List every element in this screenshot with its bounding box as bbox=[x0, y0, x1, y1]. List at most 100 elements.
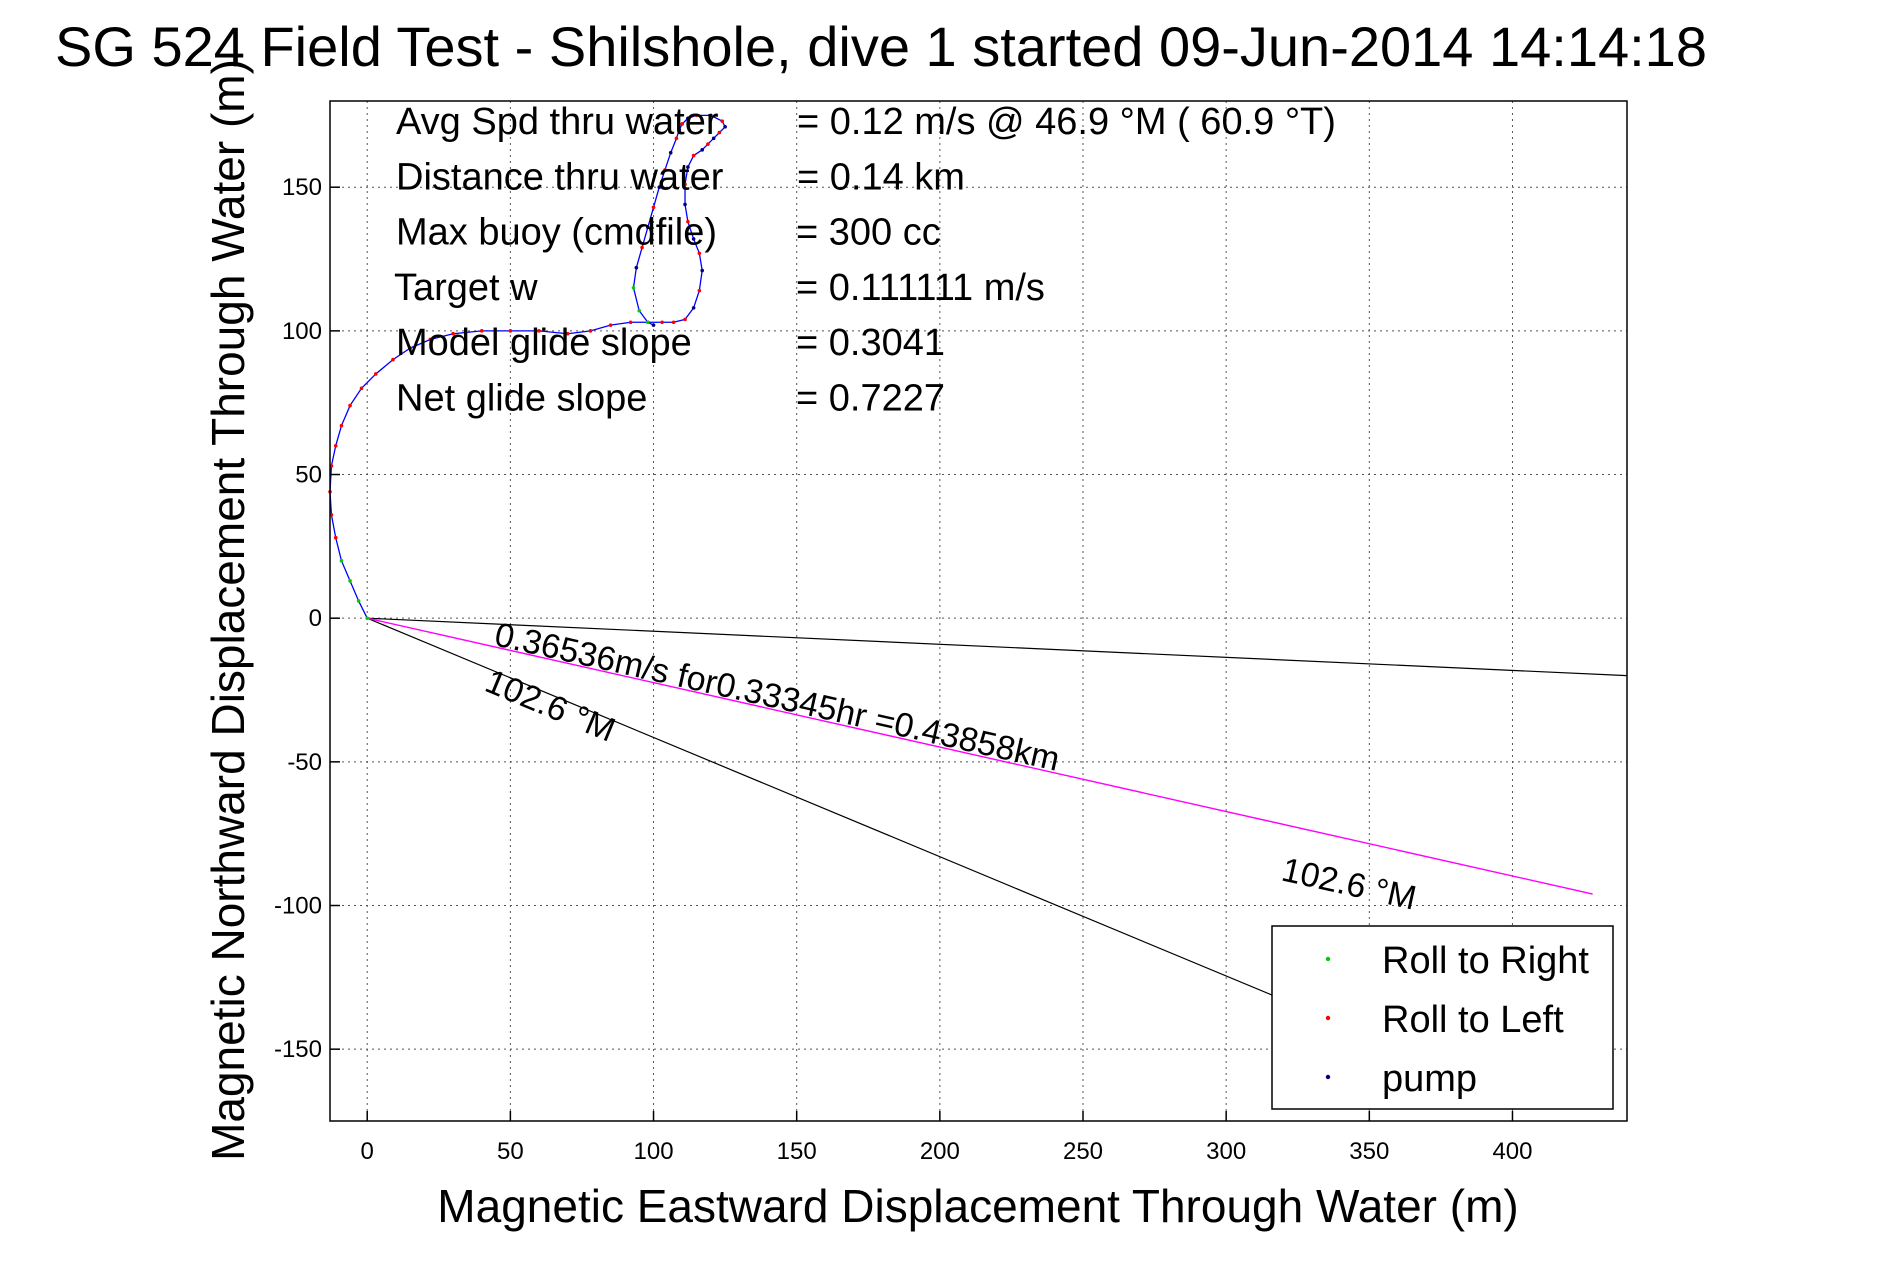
track-point bbox=[691, 153, 696, 158]
plot-area-frame bbox=[329, 100, 1628, 1122]
track-point bbox=[333, 535, 338, 540]
track-point bbox=[680, 122, 684, 126]
x-tick-label: 300 bbox=[1206, 1138, 1246, 1165]
legend: Roll to Right Roll to Left pump bbox=[1271, 925, 1614, 1110]
x-tick-label: 100 bbox=[634, 1138, 674, 1165]
track-point bbox=[651, 205, 656, 210]
track-point bbox=[711, 136, 716, 141]
track-point bbox=[479, 329, 484, 333]
y-tick-label: -100 bbox=[274, 893, 322, 920]
track-point bbox=[683, 182, 687, 187]
track-point bbox=[683, 202, 687, 207]
track-point bbox=[348, 579, 352, 583]
x-tick-label: 50 bbox=[497, 1138, 524, 1165]
track-point bbox=[686, 219, 690, 224]
track-point bbox=[660, 320, 664, 325]
track-point bbox=[691, 237, 696, 241]
track-point bbox=[651, 323, 656, 327]
dive-summary-panel: Avg Spd thru water = 0.12 m/s @ 46.9 °M (… bbox=[394, 101, 1336, 420]
track-point bbox=[339, 423, 344, 428]
track-point bbox=[697, 288, 702, 293]
track-point bbox=[708, 113, 713, 118]
current-vector-line bbox=[367, 617, 1593, 895]
chart-title: SG 524 Field Test - Shilshole, dive 1 st… bbox=[55, 15, 1707, 78]
track-point bbox=[697, 251, 702, 256]
track-point bbox=[391, 357, 395, 362]
info-value: = 0.14 km bbox=[797, 156, 965, 198]
track-point bbox=[608, 323, 613, 327]
y-axis-label: Magnetic Northward Displacement Through … bbox=[202, 59, 254, 1161]
track-point bbox=[674, 136, 679, 141]
heading-line bbox=[367, 617, 1628, 677]
track-point bbox=[646, 225, 650, 230]
track-point bbox=[565, 331, 570, 336]
y-tick-label: -50 bbox=[287, 749, 322, 776]
track-point bbox=[588, 329, 593, 333]
track-point bbox=[717, 130, 722, 135]
track-point bbox=[686, 116, 690, 121]
info-value: = 0.12 m/s @ 46.9 °M ( 60.9 °T) bbox=[797, 101, 1336, 143]
track-point bbox=[408, 346, 412, 350]
x-tick-label: 0 bbox=[361, 1138, 374, 1165]
track-point bbox=[508, 329, 513, 333]
x-tick-label: 250 bbox=[1063, 1138, 1103, 1165]
info-label: Distance thru water bbox=[396, 156, 724, 198]
heading-line bbox=[366, 617, 1278, 999]
info-value: = 300 cc bbox=[796, 212, 941, 254]
legend-label: Roll to Left bbox=[1382, 999, 1564, 1041]
track-point bbox=[374, 372, 378, 376]
track-point bbox=[671, 320, 676, 325]
track-point bbox=[700, 268, 705, 273]
track-point bbox=[720, 119, 725, 123]
track-point bbox=[683, 317, 687, 322]
track-point bbox=[537, 329, 541, 333]
track-point bbox=[657, 185, 662, 189]
x-axis-label: Magnetic Eastward Displacement Through W… bbox=[437, 1180, 1518, 1232]
track-point bbox=[640, 245, 644, 250]
x-tick-label: 150 bbox=[777, 1138, 817, 1165]
track-point bbox=[628, 320, 633, 325]
info-value: = 0.7227 bbox=[796, 378, 945, 420]
y-tick-label: 100 bbox=[282, 318, 322, 345]
track-point bbox=[646, 320, 650, 325]
track-point bbox=[365, 616, 370, 620]
y-axis-ticks: -150 -100 -50 0 50 100 150 bbox=[274, 174, 340, 1063]
x-tick-label: 200 bbox=[920, 1138, 960, 1165]
track-point bbox=[333, 443, 338, 448]
track-point bbox=[723, 125, 727, 129]
track-point bbox=[706, 142, 710, 146]
track-point bbox=[637, 308, 642, 313]
info-label: Net glide slope bbox=[396, 378, 647, 420]
track-point bbox=[339, 558, 344, 563]
info-label: Avg Spd thru water bbox=[396, 101, 719, 143]
x-axis-ticks: 0 50 100 150 200 250 300 350 400 bbox=[361, 1111, 1532, 1165]
track-point bbox=[631, 285, 636, 290]
track-point bbox=[694, 113, 699, 118]
track-point bbox=[663, 168, 667, 172]
legend-label: Roll to Right bbox=[1382, 940, 1589, 982]
info-label: Model glide slope bbox=[396, 322, 692, 364]
track-point bbox=[451, 331, 455, 336]
legend-marker bbox=[1325, 1074, 1331, 1080]
info-value: = 0.111111 m/s bbox=[796, 267, 1045, 309]
info-label: Target w bbox=[394, 267, 538, 309]
track-point bbox=[691, 306, 696, 310]
track-point bbox=[428, 337, 433, 342]
info-value: = 0.3041 bbox=[796, 322, 945, 364]
track-point bbox=[356, 599, 361, 603]
track-point bbox=[677, 127, 682, 132]
x-tick-label: 400 bbox=[1492, 1138, 1532, 1165]
y-tick-label: 150 bbox=[282, 174, 322, 201]
info-label: Max buoy (cmdfile) bbox=[396, 212, 717, 254]
track-point bbox=[686, 165, 690, 169]
y-tick-label: -150 bbox=[274, 1036, 322, 1063]
x-tick-label: 350 bbox=[1349, 1138, 1389, 1165]
track-point bbox=[668, 150, 673, 155]
legend-marker bbox=[1325, 1015, 1331, 1021]
grid-lines bbox=[330, 101, 1627, 1121]
y-tick-label: 50 bbox=[295, 462, 322, 489]
track-layer bbox=[328, 113, 1628, 999]
track-point bbox=[359, 386, 364, 391]
legend-label: pump bbox=[1382, 1058, 1477, 1100]
